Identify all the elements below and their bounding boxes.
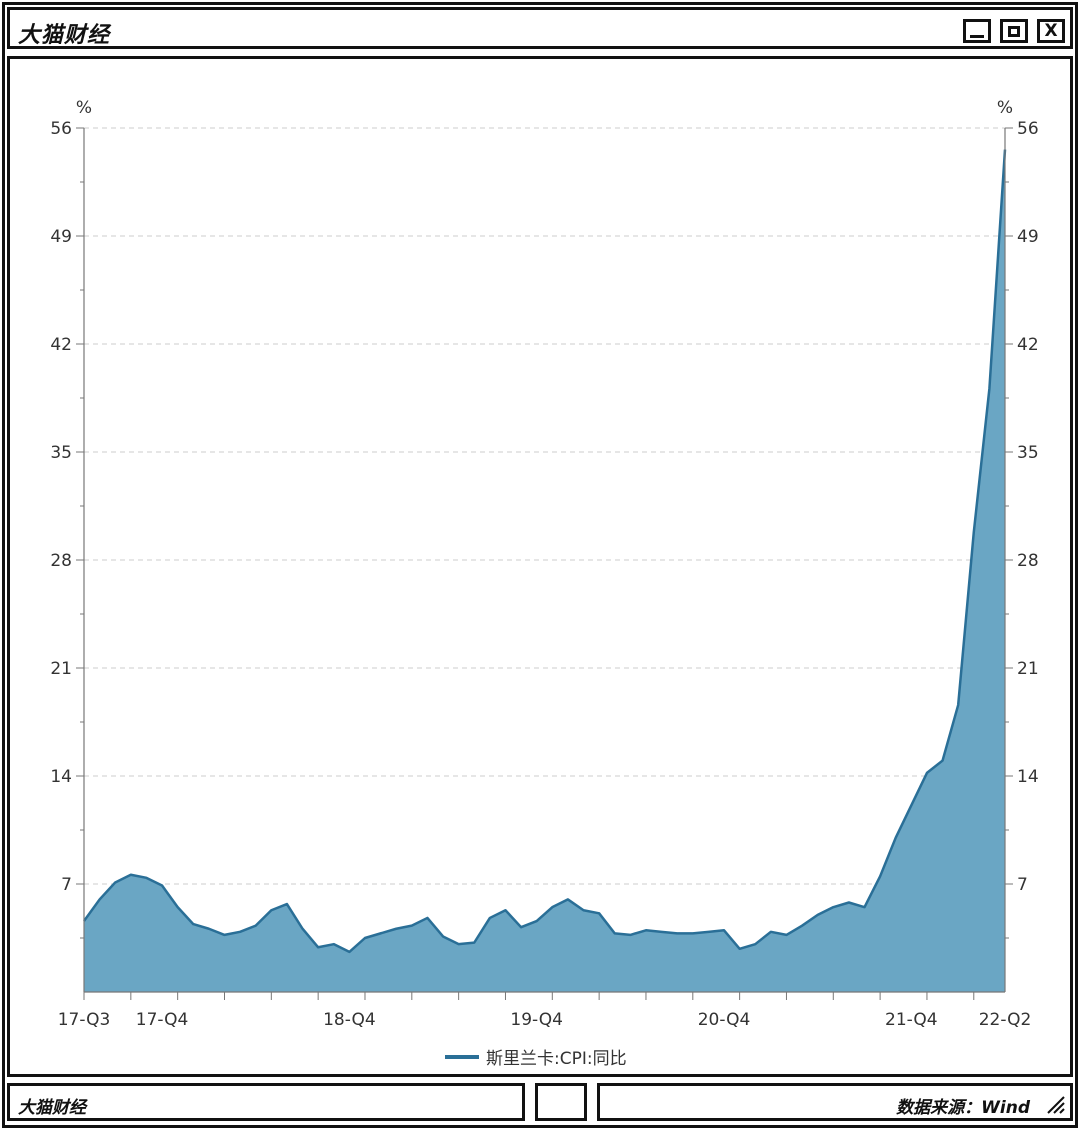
y-tick-label-right: 21 <box>1017 659 1039 679</box>
y-tick-label-left: 56 <box>50 119 72 139</box>
legend-label: 斯里兰卡:CPI:同比 <box>486 1049 627 1069</box>
axes: 7 7 14 14 21 21 28 28 35 35 42 42 49 49 56 56 17-Q3 17-Q4… <box>50 119 1038 1030</box>
x-tick-label: 22-Q2 <box>979 1010 1032 1030</box>
y-tick-label-left: 35 <box>50 443 72 463</box>
x-tick-label: 17-Q4 <box>136 1010 189 1030</box>
status-bar-left: 大猫财经 <box>7 1083 525 1121</box>
y-tick-label-left: 7 <box>61 875 72 895</box>
status-bar-right: 数据来源：Wind <box>597 1083 1073 1121</box>
series-area <box>84 149 1005 993</box>
status-source: 数据来源：Wind <box>896 1098 1030 1118</box>
legend: 斯里兰卡:CPI:同比 <box>445 1049 627 1069</box>
area-layer <box>82 149 1007 993</box>
window-title: 大猫财经 <box>18 23 111 48</box>
y-tick-label-left: 21 <box>50 659 72 679</box>
y-tick-label-right: 56 <box>1017 119 1039 139</box>
x-tick-label: 20-Q4 <box>698 1010 751 1030</box>
y-tick-label-right: 35 <box>1017 443 1039 463</box>
maximize-icon <box>1008 25 1020 37</box>
y-tick-label-right: 42 <box>1017 335 1039 355</box>
cpi-chart: 7 7 14 14 21 21 28 28 35 35 42 42 49 49 56 56 17-Q3 17-Q4… <box>50 98 1038 1069</box>
y-tick-label-left: 42 <box>50 335 72 355</box>
grid-lines <box>84 127 1005 885</box>
resize-grip-icon[interactable] <box>1044 1093 1066 1115</box>
y-tick-label-left: 14 <box>50 767 72 787</box>
minimize-icon <box>970 34 984 38</box>
x-tick-label: 21-Q4 <box>885 1010 938 1030</box>
close-button[interactable]: X <box>1037 19 1065 43</box>
status-bar-middle <box>535 1083 587 1121</box>
x-tick-label: 19-Q4 <box>510 1010 563 1030</box>
y-tick-label-left: 49 <box>50 227 72 247</box>
status-brand: 大猫财经 <box>18 1098 86 1118</box>
series-line <box>82 149 1007 954</box>
minimize-button[interactable] <box>963 19 991 43</box>
y-tick-label-left: 28 <box>50 551 72 571</box>
x-tick-label: 18-Q4 <box>323 1010 376 1030</box>
close-icon: X <box>1044 20 1058 41</box>
y-axis-unit-right: % <box>997 98 1013 118</box>
y-axis-unit-left: % <box>76 98 92 118</box>
x-tick-label: 17-Q3 <box>58 1010 111 1030</box>
title-bar: 大猫财经 X <box>7 7 1073 49</box>
y-tick-label-right: 7 <box>1017 875 1028 895</box>
y-tick-label-right: 28 <box>1017 551 1039 571</box>
y-tick-label-right: 49 <box>1017 227 1039 247</box>
chart-panel: 7 7 14 14 21 21 28 28 35 35 42 42 49 49 56 56 17-Q3 17-Q4… <box>7 56 1073 1077</box>
maximize-button[interactable] <box>1000 19 1028 43</box>
y-tick-label-right: 14 <box>1017 767 1039 787</box>
